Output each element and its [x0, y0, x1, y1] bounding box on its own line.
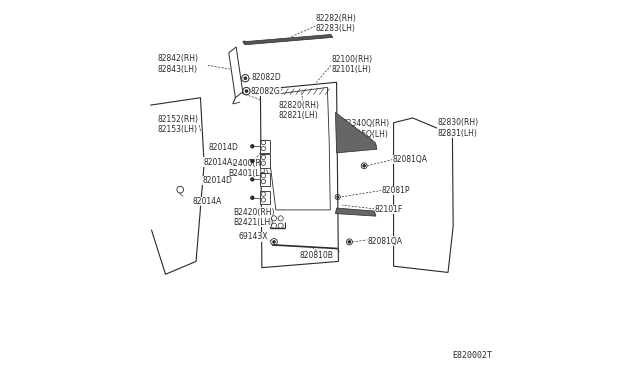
Circle shape [251, 145, 254, 148]
Text: 82082D: 82082D [252, 73, 282, 82]
Circle shape [244, 77, 246, 79]
Text: 82081P: 82081P [382, 186, 410, 195]
Text: 82340Q(RH)
82835Q(LH): 82340Q(RH) 82835Q(LH) [342, 119, 389, 139]
Circle shape [337, 196, 339, 198]
Circle shape [363, 165, 365, 167]
Text: 82282(RH)
82283(LH): 82282(RH) 82283(LH) [316, 14, 356, 33]
FancyBboxPatch shape [260, 140, 270, 153]
Text: 82100(RH)
82101(LH): 82100(RH) 82101(LH) [331, 55, 372, 74]
Text: 69143X: 69143X [238, 232, 268, 241]
Polygon shape [335, 112, 377, 153]
Text: 82081QA: 82081QA [367, 237, 402, 246]
Circle shape [273, 241, 275, 243]
Circle shape [251, 196, 254, 199]
FancyBboxPatch shape [260, 191, 270, 204]
Text: 82082G: 82082G [251, 87, 280, 96]
Circle shape [348, 241, 351, 243]
FancyBboxPatch shape [260, 173, 270, 186]
Circle shape [251, 160, 254, 163]
Text: 82842(RH)
82843(LH): 82842(RH) 82843(LH) [157, 54, 198, 74]
Text: 82081QA: 82081QA [393, 155, 428, 164]
Text: 820810B: 820810B [300, 251, 333, 260]
Text: 82152(RH)
82153(LH): 82152(RH) 82153(LH) [157, 115, 198, 134]
Text: E820002T: E820002T [452, 351, 492, 360]
Text: 82830(RH)
82831(LH): 82830(RH) 82831(LH) [438, 118, 479, 138]
FancyBboxPatch shape [260, 154, 270, 168]
Text: 82014D: 82014D [209, 143, 239, 152]
Polygon shape [228, 47, 243, 98]
Text: 82014A: 82014A [193, 197, 221, 206]
Polygon shape [243, 35, 333, 45]
Text: 82014A: 82014A [203, 158, 232, 167]
Circle shape [251, 178, 254, 181]
Text: 82014D: 82014D [202, 176, 232, 185]
Text: B2400(RH)
B2401(LH): B2400(RH) B2401(LH) [228, 158, 269, 178]
Text: B2420(RH)
B2421(LH): B2420(RH) B2421(LH) [234, 208, 275, 227]
Text: 82101F: 82101F [374, 205, 403, 214]
Circle shape [245, 90, 248, 92]
Text: 82820(RH)
82821(LH): 82820(RH) 82821(LH) [279, 100, 320, 120]
Polygon shape [335, 208, 376, 216]
